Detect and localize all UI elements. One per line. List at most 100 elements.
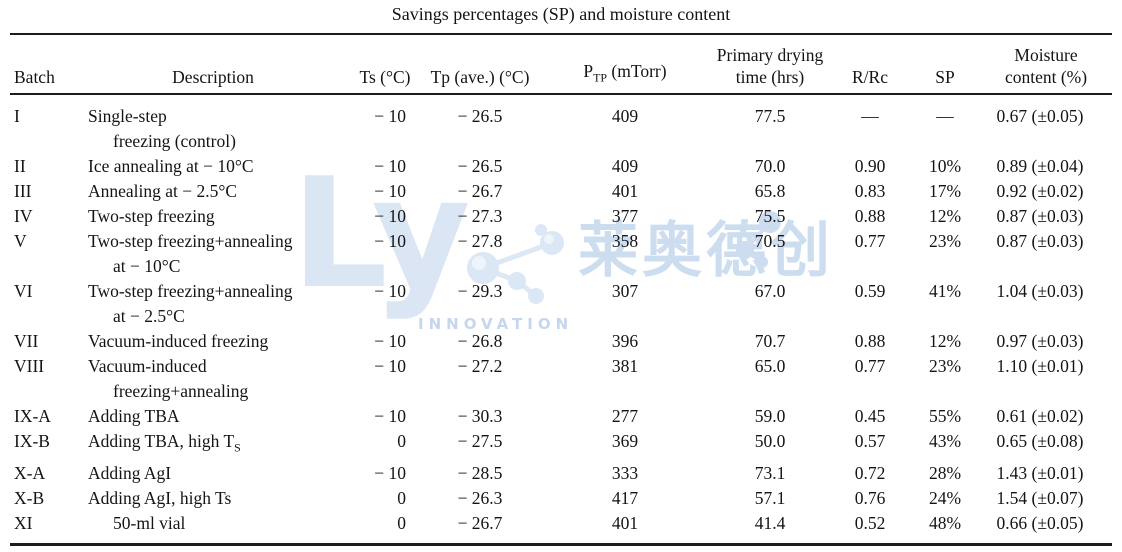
moisture-cell: 0.97 (±0.03) [996, 331, 1084, 351]
moisture-cell: 0.66 (±0.05) [980, 510, 1112, 546]
ts-cell: − 10 [374, 231, 406, 251]
table-row: IX-B Adding TBA, high TS 0 − 27.5 369 50.0 0.5… [10, 429, 1112, 461]
ts-cell: − 10 [374, 181, 406, 201]
table-row: V Two-step freezing+annealing at − 10°C − 1… [10, 229, 1112, 279]
table-row: IV Two-step freezing − 10 − 27.3 377 75.5 0.88… [10, 204, 1112, 229]
batch-cell: II [14, 156, 26, 176]
ptp-cell: 409 [611, 106, 639, 126]
moisture-cell: 0.89 (±0.04) [996, 156, 1084, 176]
table-row: VII Vacuum-induced freezing − 10 − 26.8 396 7… [10, 329, 1112, 354]
description-cell: Ice annealing at − 10°C [76, 154, 350, 179]
batch-cell: I [14, 106, 20, 126]
col-header-drying-line2: time (hrs) [735, 67, 805, 87]
tp-cell: − 26.7 [457, 181, 503, 201]
ptp-cell: 277 [611, 406, 639, 426]
tp-cell: − 28.5 [457, 462, 503, 483]
sp-cell: 48% [910, 510, 980, 546]
description-line: Two-step freezing+annealing [88, 231, 293, 251]
sp-cell: 23% [928, 231, 962, 251]
moisture-cell: 0.67 (±0.05) [996, 106, 1084, 126]
table-row: IX-A Adding TBA − 10 − 30.3 277 59.0 0.45 55% 0.… [10, 404, 1112, 429]
description-line: Adding AgI [88, 462, 172, 483]
ptp-cell: 417 [611, 487, 639, 508]
tp-cell: − 27.5 [457, 431, 503, 451]
drying-cell: 77.5 [754, 106, 786, 126]
description-cell: Vacuum-induced freezing+annealing [76, 354, 350, 404]
ptp-cell: 358 [611, 231, 639, 251]
table-header-row: Batch Description Ts (°C) Tp (ave.) (°C)… [10, 33, 1112, 95]
rrc-cell: 0.88 [854, 206, 886, 226]
ptp-cell: 396 [611, 331, 639, 351]
description-line: at − 10°C [113, 256, 181, 276]
ts-cell: − 10 [374, 106, 406, 126]
batch-cell: VI [14, 281, 33, 301]
moisture-cell: 0.87 (±0.03) [996, 206, 1084, 226]
tp-cell: − 26.8 [457, 331, 503, 351]
description-line: Adding TBA [88, 406, 180, 426]
ts-cell: − 10 [374, 156, 406, 176]
drying-cell: 65.0 [754, 356, 786, 376]
ptp-cell: 381 [611, 356, 639, 376]
ptp-cell: 369 [611, 431, 639, 451]
sp-cell: — [936, 106, 954, 126]
description-line: Vacuum-induced [88, 356, 207, 376]
sp-cell: 55% [928, 406, 962, 426]
results-table: Batch Description Ts (°C) Tp (ave.) (°C)… [10, 33, 1112, 546]
sp-cell: 24% [928, 487, 962, 508]
rrc-cell: 0.57 [854, 431, 886, 451]
col-header-moisture-line2: content (%) [1004, 67, 1088, 87]
col-header-moisture: Moisture content (%) [980, 33, 1112, 95]
drying-cell: 70.0 [754, 156, 786, 176]
batch-cell: III [14, 181, 32, 201]
sp-cell: 12% [928, 331, 962, 351]
table-row: VIII Vacuum-induced freezing+annealing − 10… [10, 354, 1112, 404]
description-line: Ice annealing at − 10°C [88, 156, 254, 176]
table-row: X-A Adding AgI − 10 − 28.5 333 73.1 0.72 28% 1.4… [10, 461, 1112, 486]
ts-cell: 0 [397, 431, 406, 451]
description-line: 50-ml vial [113, 512, 186, 533]
tp-cell: − 26.3 [457, 487, 503, 508]
drying-cell: 59.0 [754, 406, 786, 426]
batch-cell: IX-B [14, 431, 50, 451]
description-cell: Single-step freezing (control) [76, 94, 350, 154]
table-row: X-B Adding AgI, high Ts 0 − 26.3 417 57.1 0.76… [10, 486, 1112, 511]
moisture-cell: 0.92 (±0.02) [996, 181, 1084, 201]
drying-cell: 70.5 [754, 231, 786, 251]
sp-cell: 10% [928, 156, 962, 176]
ts-cell: − 10 [374, 356, 406, 376]
description-cell: Two-step freezing+annealing at − 2.5°C [76, 279, 350, 329]
col-header-drying-line1: Primary drying [716, 45, 824, 65]
drying-cell: 65.8 [754, 181, 786, 201]
tp-cell: − 27.2 [457, 356, 503, 376]
batch-cell: IV [14, 206, 33, 226]
sp-cell: 43% [928, 431, 962, 451]
moisture-cell: 0.65 (±0.08) [996, 431, 1084, 451]
tp-cell: − 30.3 [457, 406, 503, 426]
moisture-cell: 1.43 (±0.01) [996, 462, 1084, 483]
ts-cell: − 10 [374, 462, 406, 483]
description-line: Two-step freezing [88, 206, 215, 226]
batch-cell: IX-A [14, 406, 51, 426]
table-row: VI Two-step freezing+annealing at − 2.5°C −… [10, 279, 1112, 329]
rrc-cell: 0.77 [854, 231, 886, 251]
rrc-cell: 0.72 [854, 462, 886, 483]
tp-cell: − 27.8 [457, 231, 503, 251]
col-header-batch: Batch [10, 33, 76, 95]
description-cell: Adding AgI, high Ts [76, 486, 350, 511]
sp-cell: 23% [928, 356, 962, 376]
drying-cell: 50.0 [754, 431, 786, 451]
moisture-cell: 1.10 (±0.01) [996, 356, 1084, 376]
ts-cell: − 10 [374, 331, 406, 351]
batch-cell: VIII [14, 356, 45, 376]
col-header-tp: Tp (ave.) (°C) [420, 33, 540, 95]
rrc-cell: 0.45 [854, 406, 886, 426]
rrc-cell: 0.77 [854, 356, 886, 376]
table-row: III Annealing at − 2.5°C − 10 − 26.7 401 65.8… [10, 179, 1112, 204]
rrc-cell: 0.59 [854, 281, 886, 301]
ptp-cell: 377 [611, 206, 639, 226]
ts-cell: − 10 [374, 281, 406, 301]
rrc-cell: 0.83 [854, 181, 886, 201]
moisture-cell: 0.61 (±0.02) [996, 406, 1084, 426]
table-body: I Single-step freezing (control) − 10 − 26.5… [10, 94, 1112, 546]
